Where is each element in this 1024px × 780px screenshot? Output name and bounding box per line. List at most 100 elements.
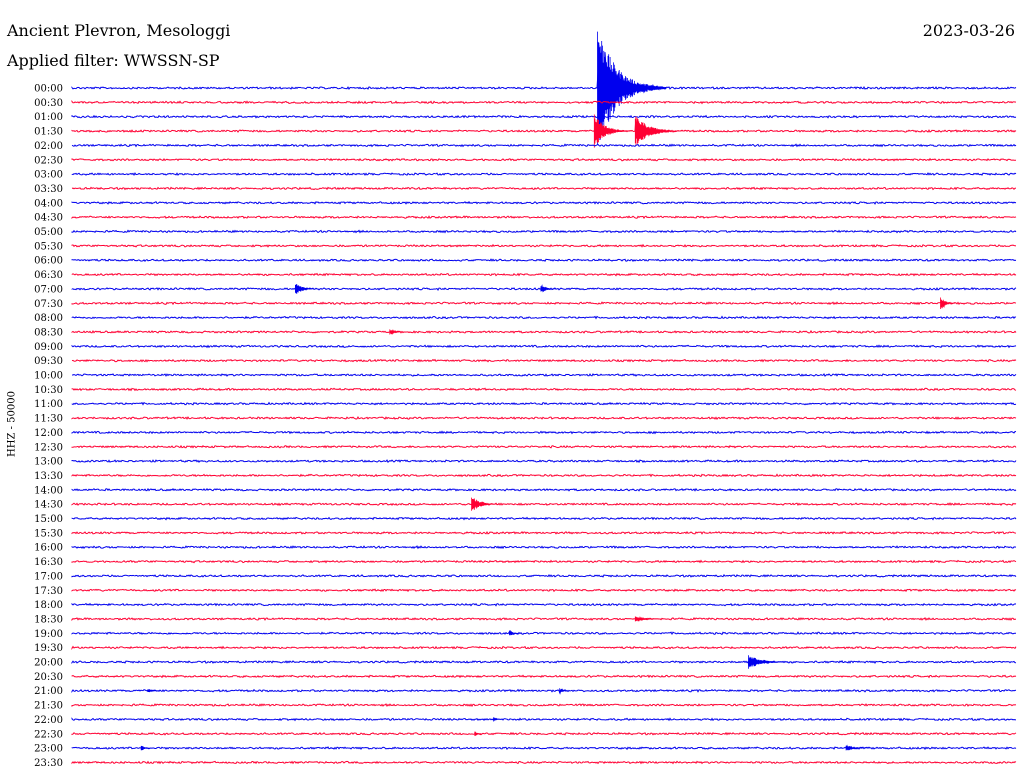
- trace-line: [71, 200, 1017, 205]
- seismic-event: [474, 731, 488, 736]
- trace-line: [71, 272, 1017, 277]
- seismic-event: [295, 284, 321, 294]
- seismic-event: [493, 717, 504, 722]
- trace-line: [71, 100, 1017, 105]
- time-tick-label: 02:30: [34, 155, 63, 166]
- trace-line: [71, 688, 1017, 695]
- time-tick-label: 19:00: [34, 629, 63, 640]
- time-tick-label: 23:30: [34, 758, 63, 769]
- trace-line: [71, 674, 1017, 679]
- filter-label: Applied filter: WWSSN-SP: [7, 51, 220, 70]
- trace-line: [71, 731, 1017, 736]
- trace-line: [71, 602, 1017, 607]
- seismic-event: [634, 116, 686, 146]
- time-tick-label: 21:30: [34, 701, 63, 712]
- trace-line: [71, 229, 1017, 234]
- time-tick-label: 13:30: [34, 471, 63, 482]
- seismic-event: [540, 286, 563, 292]
- trace-line: [71, 530, 1017, 535]
- time-tick-label: 03:00: [34, 170, 63, 181]
- time-tick-label: 20:00: [34, 658, 63, 669]
- seismic-event: [748, 655, 796, 669]
- trace-line: [71, 516, 1017, 521]
- trace-line: [71, 545, 1017, 550]
- time-tick-label: 07:30: [34, 299, 63, 310]
- trace-line: [71, 717, 1017, 722]
- time-tick-label: 18:00: [34, 600, 63, 611]
- time-tick-label: 12:30: [34, 442, 63, 453]
- time-tick-label: 10:30: [34, 385, 63, 396]
- trace-line: [71, 487, 1017, 492]
- trace-lines: [71, 31, 1017, 765]
- trace-line: [71, 473, 1017, 478]
- time-tick-label: 17:00: [34, 571, 63, 582]
- trace-line: [71, 45, 1017, 141]
- time-labels: 00:00 00:30 01:00 01:30 02:00 02:30 03:00 03:30…: [34, 84, 63, 769]
- date-label: 2023-03-26: [922, 21, 1015, 40]
- trace-line: [71, 630, 1016, 636]
- trace-line: [71, 415, 1017, 420]
- trace-line: [71, 143, 1017, 148]
- time-tick-label: 16:00: [34, 543, 63, 554]
- trace-line: [71, 301, 1017, 309]
- trace-line: [71, 172, 1017, 177]
- time-tick-label: 21:00: [34, 686, 63, 697]
- seismic-event: [559, 688, 572, 694]
- station-title: Ancient Plevron, Mesologgi: [7, 21, 231, 40]
- trace-line: [71, 157, 1017, 162]
- trace-line: [71, 114, 1017, 119]
- time-tick-label: 14:00: [34, 485, 63, 496]
- time-tick-label: 18:30: [34, 614, 63, 625]
- seismic-event: [593, 114, 632, 148]
- time-tick-label: 15:30: [34, 528, 63, 539]
- time-tick-label: 00:30: [34, 98, 63, 109]
- trace-line: [71, 344, 1017, 349]
- time-tick-label: 07:00: [34, 284, 63, 295]
- time-tick-label: 08:00: [34, 313, 63, 324]
- trace-line: [71, 645, 1017, 651]
- time-tick-label: 01:30: [34, 127, 63, 138]
- time-tick-label: 01:00: [34, 112, 63, 123]
- time-tick-label: 06:30: [34, 270, 63, 281]
- trace-line: [71, 186, 1017, 191]
- trace-line: [71, 444, 1017, 449]
- seismic-event: [634, 616, 677, 622]
- trace-line: [71, 744, 1017, 751]
- trace-line: [71, 329, 1017, 335]
- trace-line: [71, 117, 1017, 140]
- trace-line: [71, 703, 1017, 708]
- trace-line: [71, 430, 1017, 435]
- trace-line: [71, 616, 1017, 622]
- time-tick-label: 08:30: [34, 327, 63, 338]
- time-tick-label: 22:00: [34, 715, 63, 726]
- seismic-event: [471, 497, 500, 511]
- time-tick-label: 17:30: [34, 586, 63, 597]
- seismic-event: [597, 31, 667, 145]
- time-tick-label: 11:00: [34, 399, 63, 410]
- time-tick-label: 12:00: [34, 428, 63, 439]
- trace-line: [71, 760, 1017, 765]
- time-tick-label: 05:00: [34, 227, 63, 238]
- trace-line: [71, 258, 1017, 263]
- trace-line: [71, 243, 1017, 248]
- trace-line: [71, 656, 1017, 667]
- time-tick-label: 05:30: [34, 241, 63, 252]
- time-tick-label: 11:30: [34, 414, 63, 425]
- time-tick-label: 14:30: [34, 500, 63, 511]
- trace-line: [71, 401, 1017, 406]
- trace-line: [71, 387, 1017, 392]
- trace-line: [71, 498, 1017, 508]
- time-tick-label: 19:30: [34, 643, 63, 654]
- trace-line: [71, 573, 1017, 578]
- time-tick-label: 15:00: [34, 514, 63, 525]
- trace-line: [71, 559, 1017, 564]
- trace-line: [71, 358, 1017, 363]
- time-tick-label: 09:00: [34, 342, 63, 353]
- seismic-event: [389, 329, 412, 335]
- trace-line: [71, 588, 1017, 593]
- time-tick-label: 04:00: [34, 198, 63, 209]
- trace-line: [71, 315, 1017, 320]
- trace-line: [71, 215, 1017, 220]
- time-tick-label: 16:30: [34, 557, 63, 568]
